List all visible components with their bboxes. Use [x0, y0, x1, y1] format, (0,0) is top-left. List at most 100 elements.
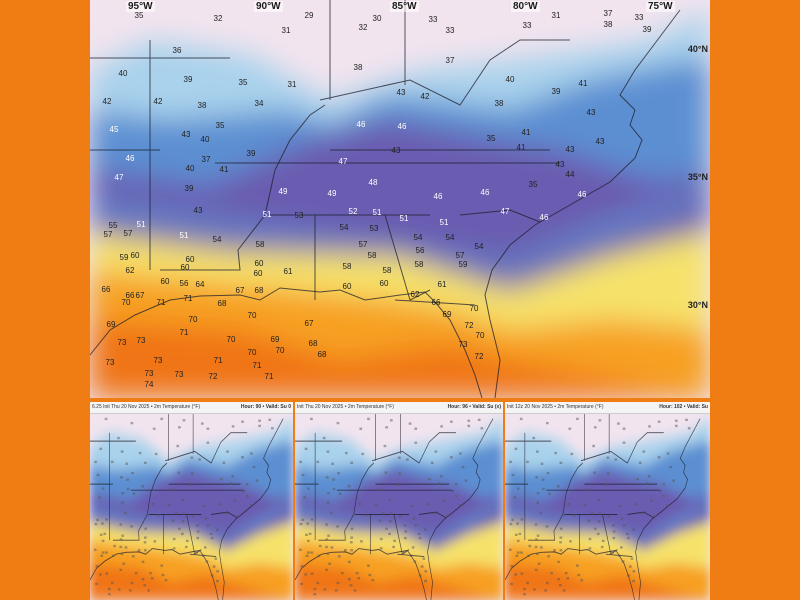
- station-temp-label: 62: [411, 290, 420, 299]
- station-marker: [95, 564, 99, 568]
- station-marker: [117, 588, 121, 591]
- station-temp-label: 53: [295, 211, 304, 220]
- station-marker: [374, 503, 378, 507]
- station-marker: [161, 573, 165, 577]
- station-marker: [449, 456, 453, 459]
- station-marker: [336, 581, 340, 585]
- station-marker: [141, 578, 145, 581]
- station-temp-label: 41: [220, 165, 229, 174]
- station-marker: [119, 545, 123, 549]
- station-marker: [642, 450, 646, 453]
- station-marker: [393, 539, 396, 543]
- main-temperature-map: 35 32 29 30 33 31 37 33 36 31 32 33 33 38 39 40 39 35 31 38…: [90, 0, 710, 398]
- station-marker: [588, 547, 592, 550]
- station-temp-label: 73: [145, 369, 154, 378]
- station-temp-label: 70: [227, 335, 236, 344]
- station-temp-label: 71: [157, 298, 166, 307]
- station-marker: [398, 472, 402, 475]
- station-temp-label: 69: [271, 335, 280, 344]
- station-marker: [618, 505, 622, 508]
- station-marker: [383, 444, 387, 448]
- station-marker: [674, 424, 678, 428]
- station-marker: [562, 513, 565, 516]
- station-marker: [534, 545, 538, 549]
- station-marker: [300, 582, 304, 586]
- station-marker: [241, 420, 244, 423]
- station-marker: [355, 571, 359, 575]
- station-marker: [350, 536, 354, 539]
- station-marker: [590, 512, 594, 515]
- station-marker: [607, 515, 611, 518]
- station-marker: [126, 487, 130, 491]
- station-temp-label: 31: [288, 80, 297, 89]
- station-marker: [308, 532, 312, 536]
- station-marker: [137, 549, 141, 552]
- station-temp-label: 73: [137, 336, 146, 345]
- station-marker: [559, 536, 563, 539]
- station-temp-label: 70: [470, 304, 479, 313]
- station-marker: [611, 550, 614, 554]
- station-temp-label: 51: [263, 210, 272, 219]
- station-marker: [587, 488, 590, 492]
- station-marker: [666, 452, 670, 455]
- station-marker: [241, 456, 244, 459]
- panel-title: Init 12z 20 Nov 2025 • 2m Temperature (°…: [507, 404, 604, 410]
- station-marker: [547, 555, 550, 558]
- station-marker: [572, 514, 576, 517]
- station-marker: [528, 544, 532, 548]
- panel-header: Init Thu 20 Nov 2025 • 2m Temperature (°…: [295, 402, 503, 414]
- station-temp-label: 42: [154, 97, 163, 106]
- station-marker: [359, 427, 363, 430]
- station-marker: [130, 581, 134, 585]
- state-borders-north: [165, 414, 248, 519]
- station-marker: [439, 475, 443, 478]
- station-temp-label: 55: [109, 221, 118, 230]
- station-marker: [216, 579, 219, 583]
- station-marker: [303, 496, 307, 499]
- station-marker: [196, 536, 200, 540]
- station-marker: [205, 560, 209, 563]
- station-marker: [597, 520, 601, 523]
- station-marker: [612, 536, 616, 540]
- station-marker: [557, 578, 560, 581]
- station-marker: [171, 488, 175, 492]
- station-temp-label: 68: [309, 339, 318, 348]
- lat-label: 35°N: [687, 172, 708, 182]
- station-temp-label: 51: [440, 218, 449, 227]
- station-marker: [402, 550, 406, 554]
- station-marker: [181, 498, 184, 501]
- station-temp-label: 56: [180, 279, 189, 288]
- station-marker: [509, 460, 512, 464]
- station-temp-label: 60: [131, 251, 140, 260]
- station-marker: [95, 582, 98, 586]
- station-temp-label: 38: [495, 99, 504, 108]
- station-temp-label: 73: [175, 370, 184, 379]
- station-temp-label: 39: [184, 75, 193, 84]
- state-borders-north: [319, 0, 570, 223]
- station-marker: [634, 503, 637, 506]
- panel-hour: Hour: 96 • Valid: Su (x): [447, 404, 501, 410]
- station-marker: [210, 536, 214, 540]
- station-marker: [520, 551, 523, 554]
- station-marker: [103, 532, 107, 536]
- station-temp-label: 71: [180, 328, 189, 337]
- station-marker: [568, 427, 572, 430]
- station-marker: [316, 581, 320, 585]
- station-temp-label: 70: [276, 346, 285, 355]
- station-marker: [404, 536, 407, 540]
- station-temp-label: 46: [357, 120, 366, 129]
- station-marker: [620, 517, 624, 520]
- station-temp-label: 39: [643, 25, 652, 34]
- station-marker: [216, 570, 220, 573]
- station-marker: [547, 492, 551, 495]
- coastline-east: [427, 418, 494, 600]
- station-marker: [96, 518, 99, 522]
- station-marker: [519, 417, 523, 421]
- station-marker: [344, 451, 348, 455]
- station-marker: [434, 450, 438, 453]
- station-marker: [336, 525, 339, 528]
- station-marker: [535, 538, 538, 541]
- station-marker: [536, 552, 539, 556]
- state-borders-west: [90, 40, 326, 271]
- station-marker: [515, 554, 519, 558]
